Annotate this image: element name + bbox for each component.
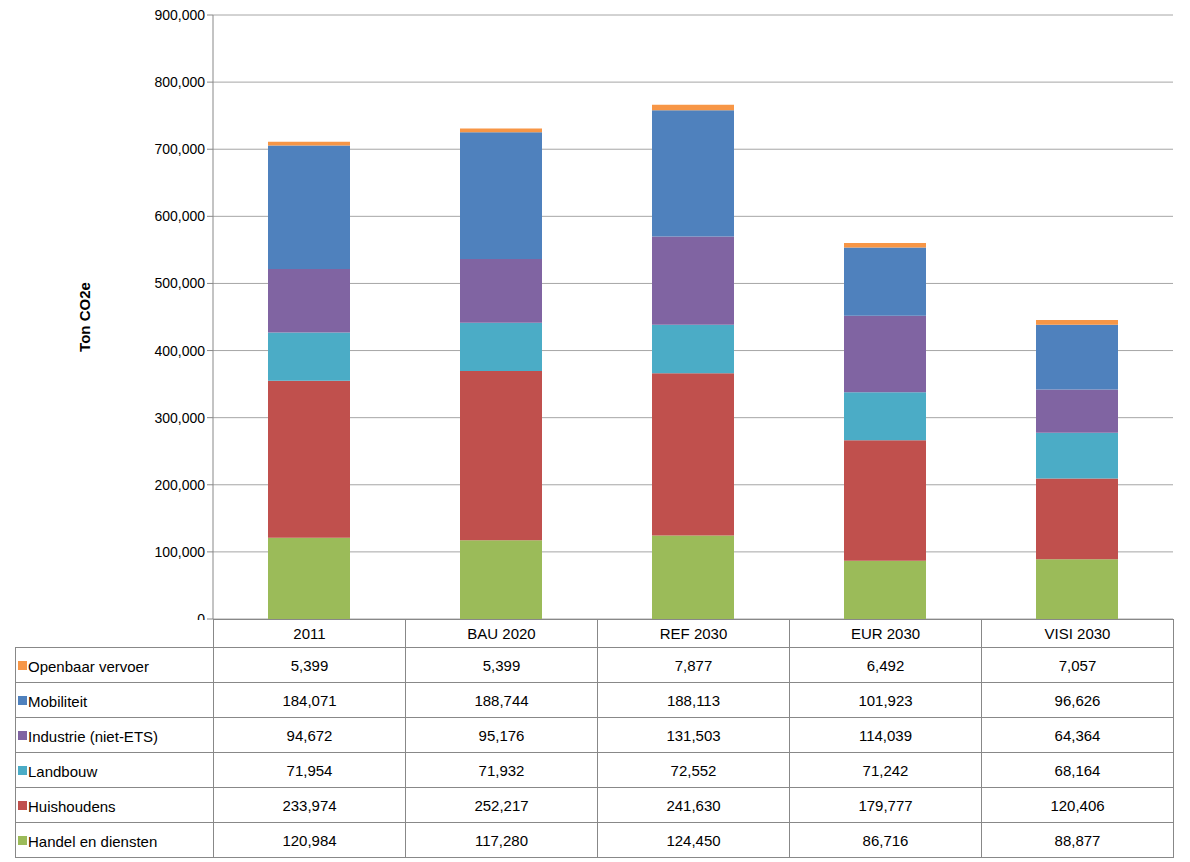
html-text:BAU 2020: BAU 2020 <box>467 625 536 642</box>
html-text:REF 2030: REF 2030 <box>659 625 728 642</box>
html-text:5,399: 5,399 <box>290 656 329 674</box>
html-text:95,176: 95,176 <box>478 726 525 744</box>
html-text:Openbaar vervoer: Openbaar vervoer <box>28 657 149 675</box>
html-text:6,492: 6,492 <box>866 656 905 674</box>
svg-text:700,000: 700,000 <box>154 141 205 157</box>
html-text:120,984: 120,984 <box>282 831 337 849</box>
html-text:EUR 2030: EUR 2030 <box>850 625 921 642</box>
html-text:252,217: 252,217 <box>474 796 529 814</box>
html-text:117,280: 117,280 <box>474 831 528 849</box>
html-text:Landbouw: Landbouw <box>28 762 98 780</box>
html-text:64,364: 64,364 <box>1054 726 1101 744</box>
html-text:120,406: 120,406 <box>1050 796 1105 814</box>
html-text:Handel en diensten: Handel en diensten <box>28 832 158 850</box>
svg-text:200,000: 200,000 <box>154 477 205 493</box>
html-text:88,877: 88,877 <box>1054 831 1101 849</box>
html-text:179,777: 179,777 <box>858 796 913 814</box>
html-text:94,672: 94,672 <box>286 726 333 744</box>
html-text:7,057: 7,057 <box>1058 656 1097 674</box>
html-text:Industrie (niet-ETS): Industrie (niet-ETS) <box>28 727 158 745</box>
html-text:188,113: 188,113 <box>666 691 720 709</box>
svg-text:900,000: 900,000 <box>154 7 205 23</box>
html-text:86,716: 86,716 <box>862 831 909 849</box>
html-text:5,399: 5,399 <box>482 656 521 674</box>
html-text:Mobiliteit: Mobiliteit <box>28 692 88 710</box>
html-text:96,626: 96,626 <box>1054 691 1101 709</box>
html-text:101,923: 101,923 <box>858 691 913 709</box>
svg-text:500,000: 500,000 <box>154 275 205 291</box>
html-text:188,744: 188,744 <box>474 691 529 709</box>
html-text:7,877: 7,877 <box>674 656 713 674</box>
html-text:Huishoudens: Huishoudens <box>28 797 116 815</box>
html-text:2011: 2011 <box>293 625 326 642</box>
html-text:131,503: 131,503 <box>666 726 721 744</box>
svg-text:100,000: 100,000 <box>154 544 205 560</box>
svg-text:400,000: 400,000 <box>154 343 205 359</box>
html-text:241,630: 241,630 <box>666 796 721 814</box>
html-text:124,450: 124,450 <box>666 831 721 849</box>
svg-text:300,000: 300,000 <box>154 410 205 426</box>
html-text:71,932: 71,932 <box>478 761 525 779</box>
html-text:71,954: 71,954 <box>286 761 333 779</box>
html-text:114,039: 114,039 <box>858 726 912 744</box>
svg-text:600,000: 600,000 <box>154 208 205 224</box>
svg-text:800,000: 800,000 <box>154 74 205 90</box>
html-text:184,071: 184,071 <box>282 691 337 709</box>
html-text:VISI 2030: VISI 2030 <box>1044 625 1111 642</box>
html-text:72,552: 72,552 <box>670 761 717 779</box>
svg-text:Ton CO2e: Ton CO2e <box>76 282 93 352</box>
svg-text:0: 0 <box>197 611 205 620</box>
html-text:71,242: 71,242 <box>862 761 909 779</box>
html-text:233,974: 233,974 <box>282 796 337 814</box>
html-text:68,164: 68,164 <box>1054 761 1101 779</box>
